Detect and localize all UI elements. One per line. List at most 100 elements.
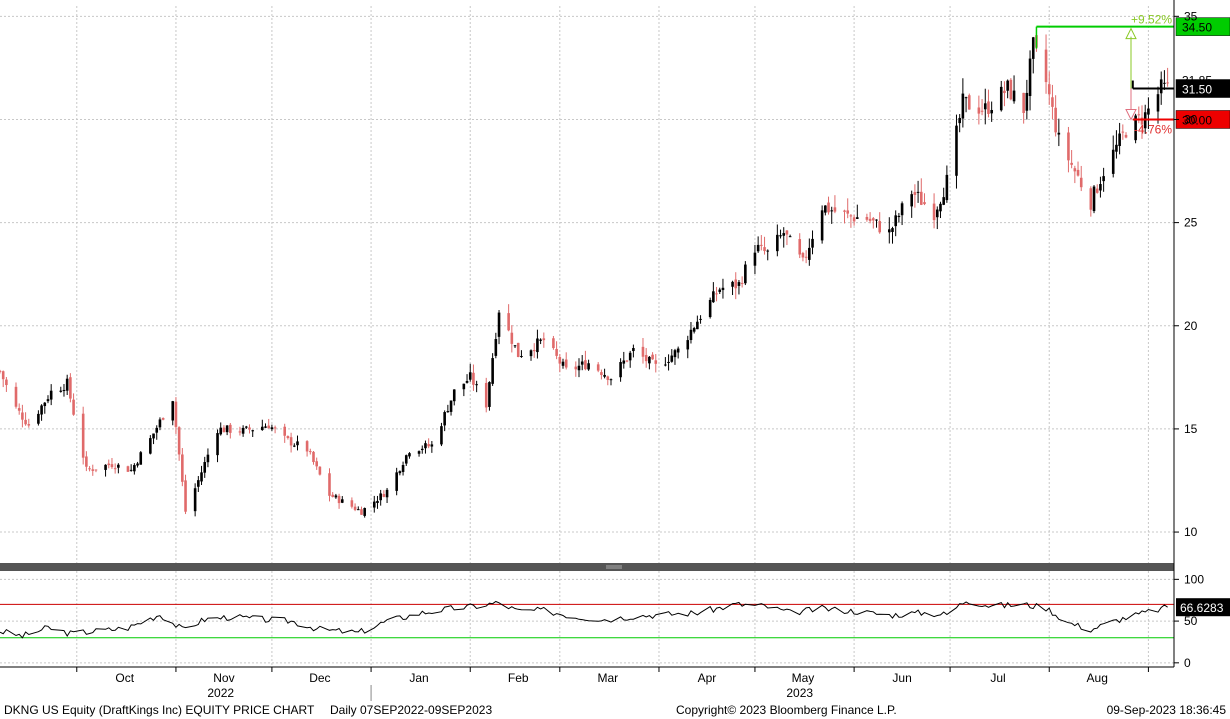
candle-body	[580, 361, 584, 365]
price-tick-label: 25	[1184, 216, 1198, 230]
rsi-tick-label: 0	[1184, 656, 1191, 670]
candle-body	[398, 471, 402, 474]
candle-body	[510, 332, 514, 344]
footer-range: Daily 07SEP2022-09SEP2023	[330, 703, 492, 717]
candle-body	[600, 372, 603, 376]
candle-body	[699, 318, 702, 320]
candle-body	[833, 207, 837, 212]
candle-body	[776, 234, 779, 252]
rsi-last-tag-bg	[1176, 598, 1230, 617]
candle-body	[644, 355, 648, 362]
candle-body	[85, 456, 88, 467]
candle-body	[1099, 184, 1102, 191]
candle-body	[628, 352, 632, 361]
candle-body	[216, 433, 219, 456]
candle-body	[452, 389, 456, 402]
candle-body	[289, 437, 293, 446]
candle-body	[65, 378, 69, 391]
candle-body	[865, 216, 869, 220]
candle-body	[856, 217, 859, 219]
candle-body	[245, 426, 248, 428]
candle-body	[804, 256, 808, 258]
candle-body	[919, 191, 923, 205]
candle-body	[849, 215, 853, 217]
candle-body	[990, 109, 993, 114]
candle-body	[1115, 144, 1118, 152]
candle-body	[117, 464, 120, 468]
candle-body	[798, 239, 802, 255]
candle-body	[574, 366, 578, 370]
current-price-tag-bg	[1175, 79, 1230, 98]
candle-body	[430, 444, 434, 447]
price-tick-label: 35	[1184, 9, 1198, 23]
candle-body	[21, 412, 24, 420]
candle-body	[676, 348, 680, 353]
candle-body	[945, 174, 949, 201]
footer-timestamp: 09-Sep-2023 18:36:45	[1107, 703, 1227, 717]
candle-body	[241, 427, 245, 434]
candle-body	[5, 379, 8, 386]
candle-body	[788, 236, 792, 238]
candle-body	[1073, 168, 1077, 172]
candle-body	[184, 480, 187, 512]
candle-body	[404, 455, 408, 464]
candle-body	[740, 282, 744, 284]
candle-body	[465, 380, 469, 383]
chart-footer: DKNG US Equity (DraftKings Inc) EQUITY P…	[4, 703, 1226, 717]
candle-body	[1003, 90, 1006, 94]
rsi-tick-label: 100	[1184, 572, 1204, 586]
current-price-tag-text: 31.50	[1182, 83, 1212, 97]
candle-body	[133, 465, 136, 472]
candle-body	[897, 215, 901, 218]
candle-body	[664, 364, 667, 366]
candle-body	[686, 340, 690, 350]
candle-body	[420, 448, 424, 451]
candle-body	[891, 228, 894, 232]
candle-body	[1, 371, 5, 380]
candle-body	[734, 279, 738, 289]
year-label: 2023	[786, 686, 813, 700]
candle-body	[462, 383, 466, 390]
month-label: Jun	[892, 671, 911, 685]
year-label: 2022	[207, 686, 234, 700]
candle-body	[980, 110, 984, 112]
candle-body	[715, 293, 718, 295]
candle-body	[312, 451, 315, 463]
candle-body	[961, 93, 965, 119]
candle-body	[753, 252, 757, 266]
candle-body	[942, 197, 945, 205]
candle-body	[932, 203, 936, 221]
price-gridlines	[0, 6, 1174, 563]
candle-body	[619, 362, 622, 378]
candle-body	[203, 462, 207, 473]
candle-body	[315, 461, 318, 467]
candle-body	[225, 425, 229, 433]
candle-body	[222, 427, 226, 433]
candle-body	[292, 445, 296, 447]
candle-body	[91, 469, 95, 471]
candle-body	[712, 291, 715, 303]
downside-arrow-head	[1125, 108, 1137, 121]
candle-body	[1134, 115, 1137, 141]
candle-body	[417, 451, 421, 454]
candle-body	[171, 401, 175, 421]
candle-body	[1156, 94, 1160, 112]
candle-body	[353, 506, 357, 510]
candle-body	[88, 468, 91, 470]
candle-body	[1147, 108, 1150, 115]
candle-body	[331, 494, 334, 497]
month-label: Mar	[597, 671, 618, 685]
candle-body	[1163, 82, 1166, 84]
candle-body	[964, 97, 968, 99]
month-label: Jan	[409, 671, 428, 685]
candle-body	[43, 402, 47, 407]
candle-body	[267, 425, 271, 429]
candle-body	[139, 452, 143, 465]
candle-body	[372, 501, 376, 508]
month-label: Jul	[990, 671, 1005, 685]
candle-body	[808, 247, 811, 260]
candle-body	[1159, 79, 1163, 94]
candle-body	[488, 382, 491, 407]
candle-body	[379, 493, 382, 501]
panel-divider	[0, 563, 1174, 571]
